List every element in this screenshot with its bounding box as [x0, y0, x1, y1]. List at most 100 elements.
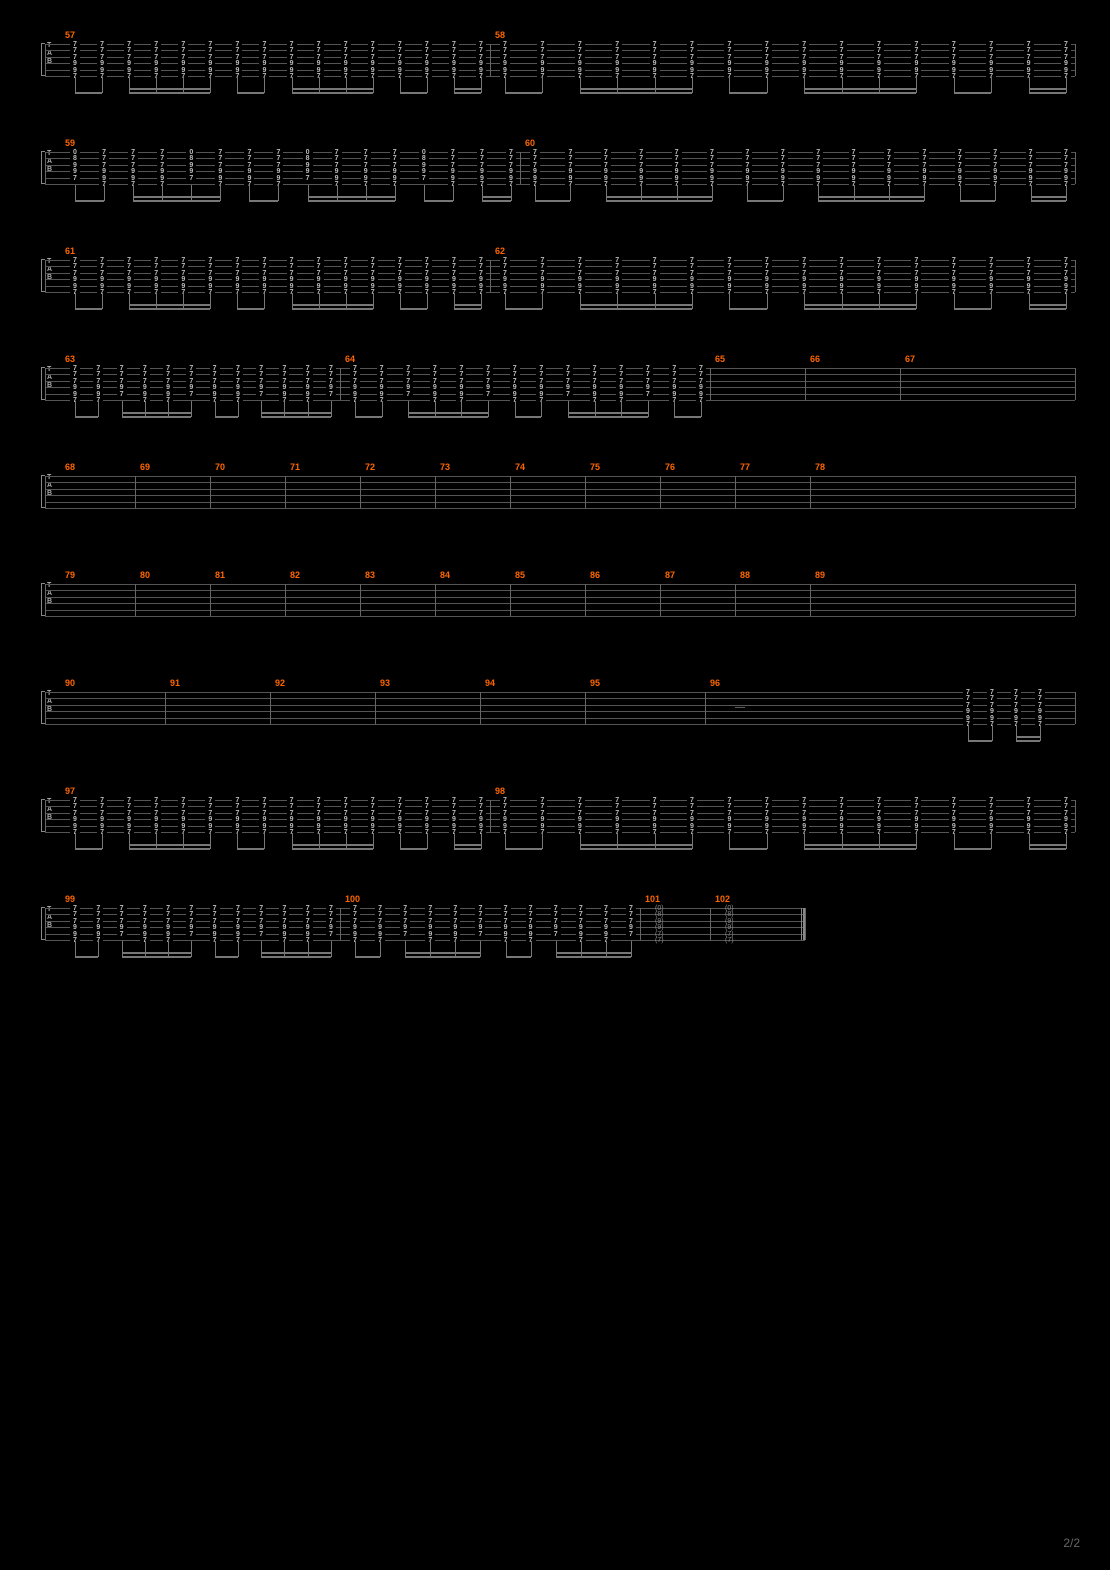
measure-number: 101 [645, 894, 660, 904]
beam [122, 412, 192, 414]
staff-system: TAB5777799777799777799777799777799777799… [35, 30, 1075, 80]
stem [992, 725, 993, 741]
beam [505, 848, 542, 850]
beam [804, 92, 916, 94]
rest: — [735, 702, 745, 713]
beam [580, 92, 692, 94]
stem [355, 401, 356, 417]
beam [954, 848, 991, 850]
staff-line [45, 374, 1075, 375]
measure-number: 85 [515, 570, 525, 580]
measure-number: 89 [815, 570, 825, 580]
measure-number: 63 [65, 354, 75, 364]
measure-number: 59 [65, 138, 75, 148]
stem [580, 77, 581, 93]
stem [954, 833, 955, 849]
stem [674, 401, 675, 417]
staff-line [45, 476, 1075, 477]
stem [655, 293, 656, 309]
stem [879, 833, 880, 849]
beam [747, 200, 782, 202]
stem [308, 941, 309, 957]
stem [382, 401, 383, 417]
stem [655, 77, 656, 93]
staff-line [45, 502, 1075, 503]
stem [427, 293, 428, 309]
beam [568, 416, 648, 418]
staff-line [45, 508, 1075, 509]
beam [968, 740, 992, 742]
beam [292, 844, 373, 846]
stem [104, 185, 105, 201]
staff-system: TAB6869707172737475767778 [35, 462, 1075, 512]
stem [453, 185, 454, 201]
barline [805, 368, 806, 400]
stem [331, 401, 332, 417]
barline [1075, 692, 1076, 724]
barline [710, 368, 711, 400]
measure-number: 72 [365, 462, 375, 472]
fret-number: 7 [70, 175, 80, 183]
beam [292, 92, 373, 94]
stem [631, 941, 632, 957]
stem [505, 77, 506, 93]
stem [455, 941, 456, 957]
barline [735, 584, 736, 616]
stem [482, 185, 483, 201]
beam [606, 200, 712, 202]
stem [954, 77, 955, 93]
beam [804, 848, 916, 850]
beam [454, 92, 481, 94]
barline [660, 476, 661, 508]
fret-number: 7 [563, 391, 573, 399]
measure-number: 76 [665, 462, 675, 472]
barline [435, 476, 436, 508]
fret-number: 7 [186, 391, 196, 399]
beam [1029, 304, 1066, 306]
barline [270, 692, 271, 724]
beam [408, 412, 488, 414]
staff-line [45, 381, 1075, 382]
stem [220, 185, 221, 201]
stem [400, 293, 401, 309]
stem [570, 185, 571, 201]
measure-number: 68 [65, 462, 75, 472]
stem [701, 401, 702, 417]
stem [373, 77, 374, 93]
stem [331, 941, 332, 957]
beam [355, 416, 382, 418]
beam [424, 200, 453, 202]
staff-line [45, 368, 1075, 369]
stem [191, 401, 192, 417]
stem [1066, 77, 1067, 93]
stem [1066, 293, 1067, 309]
barline [585, 476, 586, 508]
measure-number: 81 [215, 570, 225, 580]
stem [535, 185, 536, 201]
beam [482, 200, 511, 202]
stem [621, 401, 622, 417]
beam [556, 952, 631, 954]
beam [249, 200, 278, 202]
beam [292, 848, 373, 850]
beam [454, 308, 481, 310]
stem [98, 941, 99, 957]
staff-line [45, 584, 1075, 585]
stem [481, 293, 482, 309]
beam [454, 88, 481, 90]
stem [1029, 833, 1030, 849]
barline [510, 476, 511, 508]
measure-number: 66 [810, 354, 820, 364]
measure-number: 61 [65, 246, 75, 256]
stem [319, 833, 320, 849]
stem [337, 185, 338, 201]
beam [237, 92, 264, 94]
stem [889, 185, 890, 201]
stem [712, 185, 713, 201]
fret-number: 7 [256, 391, 266, 399]
stem [1040, 725, 1041, 741]
stem [1016, 725, 1017, 741]
stem [102, 833, 103, 849]
beam [505, 92, 542, 94]
beam [818, 200, 924, 202]
